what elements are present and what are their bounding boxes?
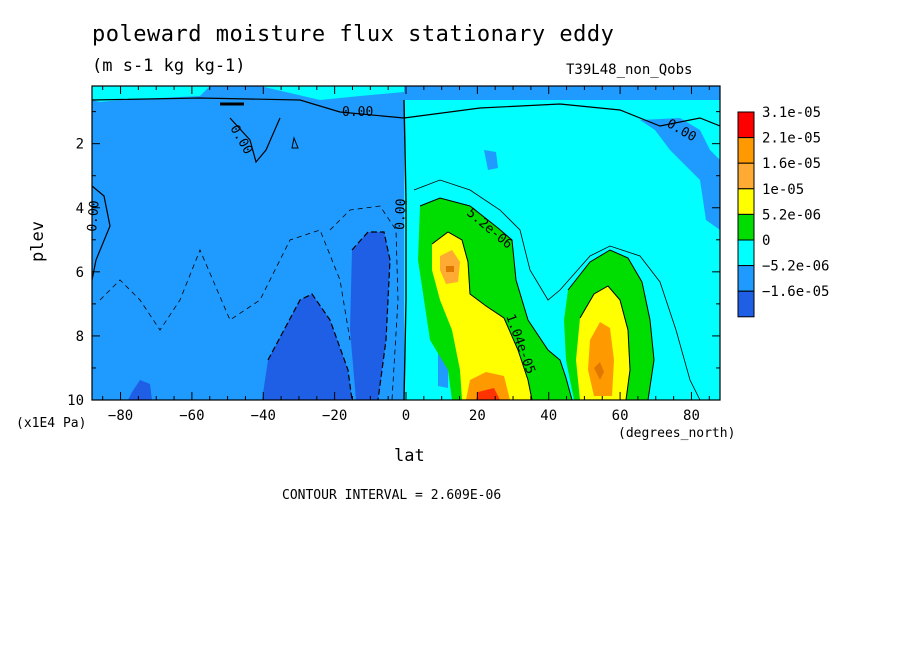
fill-max-midlat [594, 362, 604, 380]
contour-midlat-edge [567, 249, 655, 400]
legend-label: −5.2e-06 [762, 259, 829, 275]
y-tick-label: 2 [76, 137, 84, 153]
legend-label: 1e-05 [762, 182, 804, 198]
legend-label: 5.2e-06 [762, 207, 821, 223]
y-tick-label: 6 [76, 265, 84, 281]
x-tick-label: −40 [251, 408, 276, 424]
y-axis-ticks: 2 4 6 8 10 [67, 111, 720, 409]
y-tick-label: 8 [76, 329, 84, 345]
contour-pos-thin [413, 179, 701, 400]
contour-label-5: 0.00 [393, 198, 409, 230]
x-tick-label: 0 [402, 408, 410, 424]
legend-swatch [737, 265, 755, 292]
fill-nh-blue-ne [640, 118, 720, 230]
legend-swatch [737, 188, 755, 215]
y-tick-label: 10 [67, 393, 84, 409]
fill-nh-blue-small [484, 150, 498, 170]
run-label: T39L48_non_Qobs [566, 62, 693, 78]
legend-label: −1.6e-05 [762, 284, 829, 300]
fill-neg-core-sw [128, 380, 152, 400]
contour-zero-sh-west [92, 185, 111, 281]
x-tick-label: 60 [612, 408, 629, 424]
legend-swatch [737, 137, 755, 164]
contour-neg-core-edge-2 [351, 231, 391, 400]
y-axis-units: (x1E4 Pa) [16, 416, 87, 431]
legend-swatch [737, 111, 755, 139]
x-tick-label: 20 [469, 408, 486, 424]
chart-units: (m s-1 kg kg-1) [92, 56, 246, 76]
chart-title: poleward moisture flux stationary eddy [92, 22, 615, 47]
fill-sh-cyan-top [260, 86, 404, 100]
contour-interval: CONTOUR INTERVAL = 2.609E-06 [282, 488, 502, 503]
x-tick-label: −20 [322, 408, 347, 424]
color-legend: 3.1e-05 2.1e-05 1.6e-05 1e-05 5.2e-06 0 −5.2e-… [737, 105, 829, 318]
legend-swatch [737, 239, 755, 267]
contour-zero-top [92, 97, 720, 127]
x-tick-label: −80 [108, 408, 133, 424]
legend-label: 3.1e-05 [762, 105, 821, 121]
contour-label-1: 0.00 [342, 105, 373, 120]
legend-swatch [737, 162, 755, 190]
x-tick-label: 40 [540, 408, 557, 424]
contour-neg-dashed-1 [99, 229, 351, 341]
contour-zero-upper-sh [229, 117, 281, 164]
legend-label: 2.1e-05 [762, 131, 821, 147]
legend-label: 0 [762, 233, 770, 249]
contour-zero-equator [403, 99, 407, 400]
contour-small-triangle [291, 136, 299, 149]
legend-label: 1.6e-05 [762, 156, 821, 172]
fill-neg-core-mid [350, 232, 390, 400]
x-axis-ticks: −80 −60 −40 −20 0 20 40 60 80 [102, 86, 710, 424]
legend-swatch [737, 213, 755, 241]
x-axis-label: lat [394, 446, 425, 466]
legend-swatch [737, 290, 755, 318]
contour-label-4: 0.00 [85, 200, 103, 233]
x-tick-label: −60 [179, 408, 204, 424]
fill-neg-core-west [262, 294, 352, 400]
contour-neg-core-edge [267, 293, 353, 400]
contour-midlat-yellow-edge [579, 285, 631, 400]
contour-neg-dashed-2 [329, 205, 399, 400]
fill-orange-midlat [588, 322, 614, 396]
fill-sh-cyan-left [92, 86, 210, 102]
fill-red-core [476, 388, 500, 400]
y-tick-label: 4 [76, 201, 84, 217]
plot-fills [92, 86, 720, 400]
fill-max-subtropics [446, 266, 454, 272]
contour-yellow-edge [431, 231, 533, 400]
x-tick-label: 80 [683, 408, 700, 424]
contour-green-edge [419, 197, 573, 400]
x-axis-units: (degrees_north) [618, 426, 736, 441]
